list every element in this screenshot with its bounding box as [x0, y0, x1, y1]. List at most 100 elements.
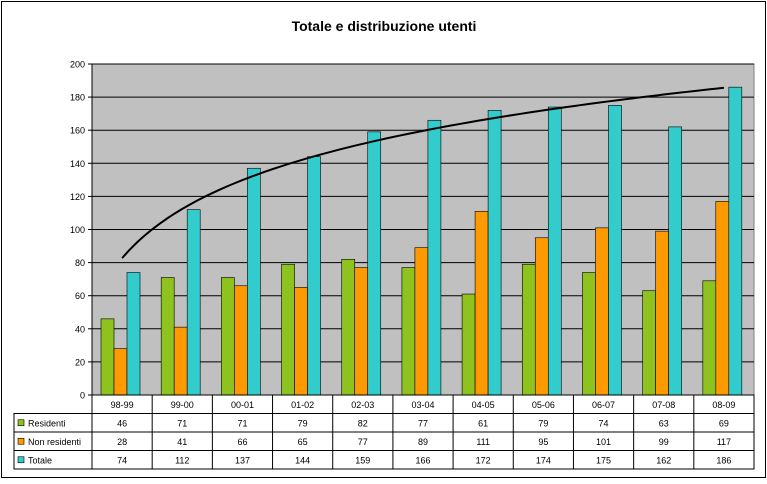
legend-key-non-residenti: [17, 437, 25, 445]
y-tick-label: 100: [70, 225, 85, 235]
bar-totale: [126, 272, 141, 396]
bar-totale: [427, 119, 442, 396]
table-value: 74: [117, 455, 127, 465]
table-value: 112: [175, 455, 189, 465]
table-value: 89: [418, 437, 428, 447]
x-tick-label: 05-06: [532, 400, 555, 410]
bar-totale: [547, 106, 562, 396]
x-tick-label: 02-03: [351, 400, 374, 410]
table-value: 111: [476, 437, 490, 447]
bar-totale: [608, 105, 622, 396]
bar-non-residenti: [474, 210, 489, 396]
bar-non-residenti: [715, 201, 730, 396]
bar-totale: [367, 131, 382, 396]
table-value: 166: [415, 455, 430, 465]
x-tick-label: 98-99: [111, 400, 134, 410]
x-tick-label: 01-02: [291, 400, 314, 410]
table-value: 77: [358, 437, 368, 447]
y-tick-label: 160: [70, 126, 85, 136]
table-value: 101: [596, 437, 611, 447]
bar-non-residenti: [173, 326, 188, 396]
legend-label: Totale: [28, 455, 52, 465]
table-value: 174: [536, 455, 551, 465]
y-tick-label: 40: [75, 324, 85, 334]
table-value: 137: [235, 455, 250, 465]
bar-residenti: [702, 280, 717, 396]
x-tick-label: 07-08: [652, 400, 675, 410]
table-value: 61: [478, 418, 488, 428]
bar-residenti: [281, 263, 295, 396]
x-tick-label: 04-05: [472, 400, 495, 410]
table-value: 41: [177, 437, 187, 447]
bar-totale: [668, 126, 682, 396]
bar-totale: [728, 86, 743, 396]
y-tick-label: 120: [70, 192, 85, 202]
y-tick-label: 20: [75, 357, 85, 367]
bar-residenti: [221, 277, 235, 396]
table-value: 65: [298, 437, 308, 447]
table-value: 69: [719, 418, 729, 428]
bar-totale: [186, 209, 201, 396]
bar-residenti: [582, 272, 596, 396]
x-tick-label: 08-09: [712, 400, 735, 410]
table-value: 159: [355, 455, 370, 465]
y-tick-label: 0: [80, 391, 85, 401]
x-tick-label: 99-00: [171, 400, 194, 410]
bar-non-residenti: [414, 247, 429, 396]
table-value: 82: [358, 418, 368, 428]
plot-area: 0 20 40 60 80 100 120 140 160 180 200: [70, 60, 755, 401]
y-tick-label: 180: [70, 93, 85, 103]
bar-non-residenti: [113, 348, 128, 396]
table-value: 175: [596, 455, 611, 465]
table-value: 63: [659, 418, 669, 428]
table-value: 66: [237, 437, 247, 447]
bar-residenti: [521, 263, 536, 396]
table-value: 172: [476, 455, 491, 465]
table-value: 117: [717, 437, 731, 447]
table-value: 79: [538, 418, 548, 428]
y-tick-label: 60: [75, 291, 85, 301]
bar-non-residenti: [234, 285, 248, 396]
y-tick-label: 140: [70, 159, 85, 169]
bar-totale: [307, 156, 321, 396]
bar-totale: [247, 167, 261, 396]
bar-non-residenti: [655, 230, 669, 396]
bar-residenti: [401, 267, 416, 396]
legend-key-residenti: [17, 419, 25, 427]
table-value: 95: [538, 437, 548, 447]
table-value: 186: [716, 455, 731, 465]
data-table: 98-99 99-00 00-01 01-02 02-03 03-04 04-05 05-06…: [13, 394, 755, 470]
bar-non-residenti: [294, 287, 308, 396]
y-tick-label: 80: [75, 258, 85, 268]
legend-key-totale: [17, 456, 25, 464]
bar-non-residenti: [595, 227, 609, 396]
x-tick-label: 00-01: [231, 400, 254, 410]
bar-residenti: [341, 258, 356, 396]
table-value: 46: [117, 418, 127, 428]
bar-non-residenti: [534, 237, 549, 396]
legend-label: Residenti: [28, 418, 66, 428]
bar-residenti: [160, 277, 175, 396]
table-value: 71: [237, 418, 247, 428]
table-value: 99: [659, 437, 669, 447]
table-value: 28: [117, 437, 127, 447]
bar-residenti: [642, 290, 656, 396]
table-value: 71: [177, 418, 187, 428]
bar-non-residenti: [354, 267, 369, 396]
table-value: 74: [599, 418, 609, 428]
table-value: 144: [295, 455, 310, 465]
table-value: 77: [418, 418, 428, 428]
bar-residenti: [461, 293, 476, 396]
legend-label: Non residenti: [28, 437, 81, 447]
y-tick-label: 200: [70, 60, 85, 70]
x-tick-label: 06-07: [592, 400, 615, 410]
table-value: 162: [656, 455, 671, 465]
bar-residenti: [100, 318, 115, 396]
table-value: 79: [298, 418, 308, 428]
bar-totale: [487, 110, 502, 396]
trendline: [121, 86, 725, 259]
chart-title: Totale e distribuzione utenti: [292, 18, 477, 34]
x-tick-label: 03-04: [411, 400, 434, 410]
